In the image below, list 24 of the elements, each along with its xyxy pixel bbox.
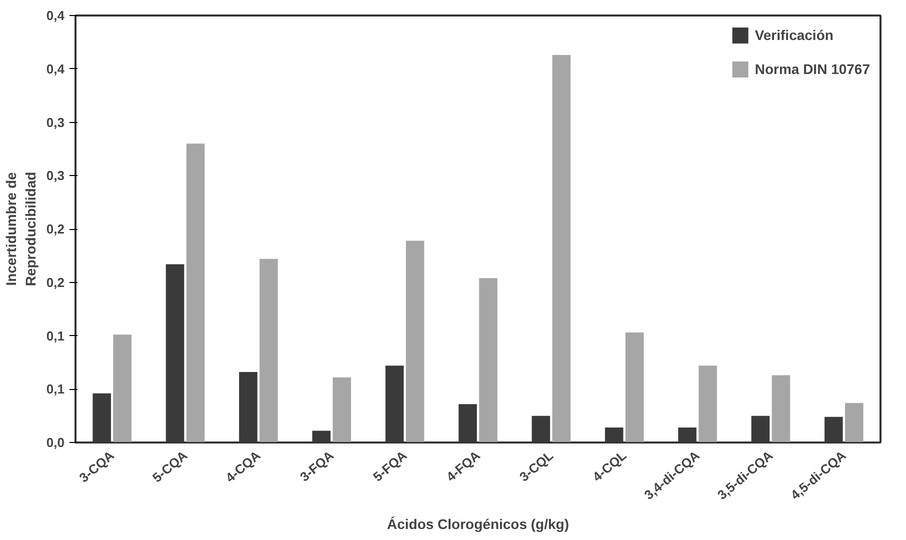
bar — [552, 55, 571, 442]
y-tick-label: 0,3 — [46, 114, 65, 130]
bar — [845, 403, 864, 442]
legend-label: Norma DIN 10767 — [754, 61, 870, 77]
bar — [113, 334, 132, 442]
bar — [260, 258, 278, 442]
x-axis-title: Ácidos Clorogénicos (g/kg) — [386, 516, 570, 532]
bar — [406, 240, 424, 442]
bar — [698, 366, 717, 442]
y-tick-label: 0,1 — [46, 328, 65, 344]
bar — [625, 332, 644, 442]
y-axis-title: Incertidumbre de Reproducibilidad — [3, 172, 38, 286]
y-tick-label: 0,0 — [46, 435, 65, 450]
y-tick-label: 0,2 — [46, 222, 65, 236]
y-tick-label: 0,4 — [46, 61, 66, 76]
bar — [332, 377, 352, 442]
y-tick-label: 0,1 — [46, 382, 65, 397]
y-tick-label: 0,4 — [46, 8, 66, 23]
y-tick-label: 0,2 — [46, 274, 65, 290]
bar — [186, 144, 205, 442]
bar — [479, 278, 498, 442]
bar — [772, 375, 790, 442]
y-tick-label: 0,3 — [46, 168, 65, 184]
legend-label: Verificación — [754, 27, 834, 43]
